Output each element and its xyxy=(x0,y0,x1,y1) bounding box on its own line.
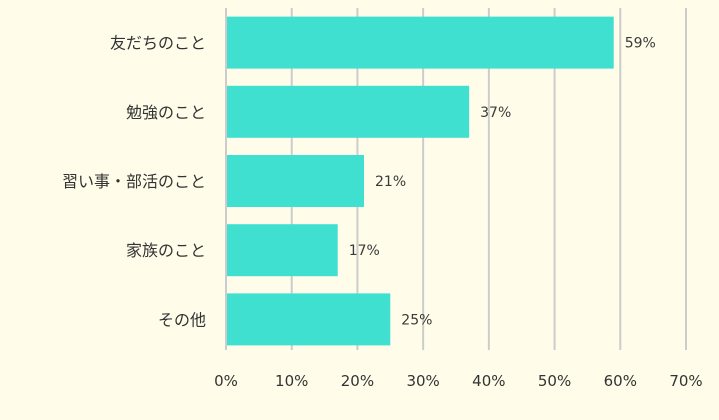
x-tick-label: 0% xyxy=(214,372,238,390)
bar xyxy=(227,16,614,69)
bar xyxy=(227,224,338,277)
data-label: 17% xyxy=(349,243,380,259)
bar-layer xyxy=(227,16,614,346)
x-tick-label: 30% xyxy=(406,372,439,390)
category-label: 友だちのこと xyxy=(110,34,206,53)
data-label: 25% xyxy=(401,312,432,328)
category-label: 勉強のこと xyxy=(126,103,206,122)
data-label: 21% xyxy=(375,174,406,190)
category-label: 家族のこと xyxy=(126,241,206,260)
x-tick-label: 70% xyxy=(669,372,702,390)
x-tick-label: 50% xyxy=(538,372,571,390)
x-tick-label: 60% xyxy=(604,372,637,390)
bar xyxy=(227,293,391,346)
x-tick-label: 20% xyxy=(341,372,374,390)
x-tick-label: 10% xyxy=(275,372,308,390)
label-layer: 0% 10% 20% 30% 40% 50% 60% 70% 友だちのこと 59% 勉強のこと 37%… xyxy=(62,34,703,390)
data-label: 37% xyxy=(480,105,511,121)
bar xyxy=(227,85,470,138)
category-label: 習い事・部活のこと xyxy=(62,172,206,191)
category-label: その他 xyxy=(158,310,206,329)
bar xyxy=(227,155,364,207)
x-tick-label: 40% xyxy=(472,372,505,390)
data-label: 59% xyxy=(625,36,656,52)
